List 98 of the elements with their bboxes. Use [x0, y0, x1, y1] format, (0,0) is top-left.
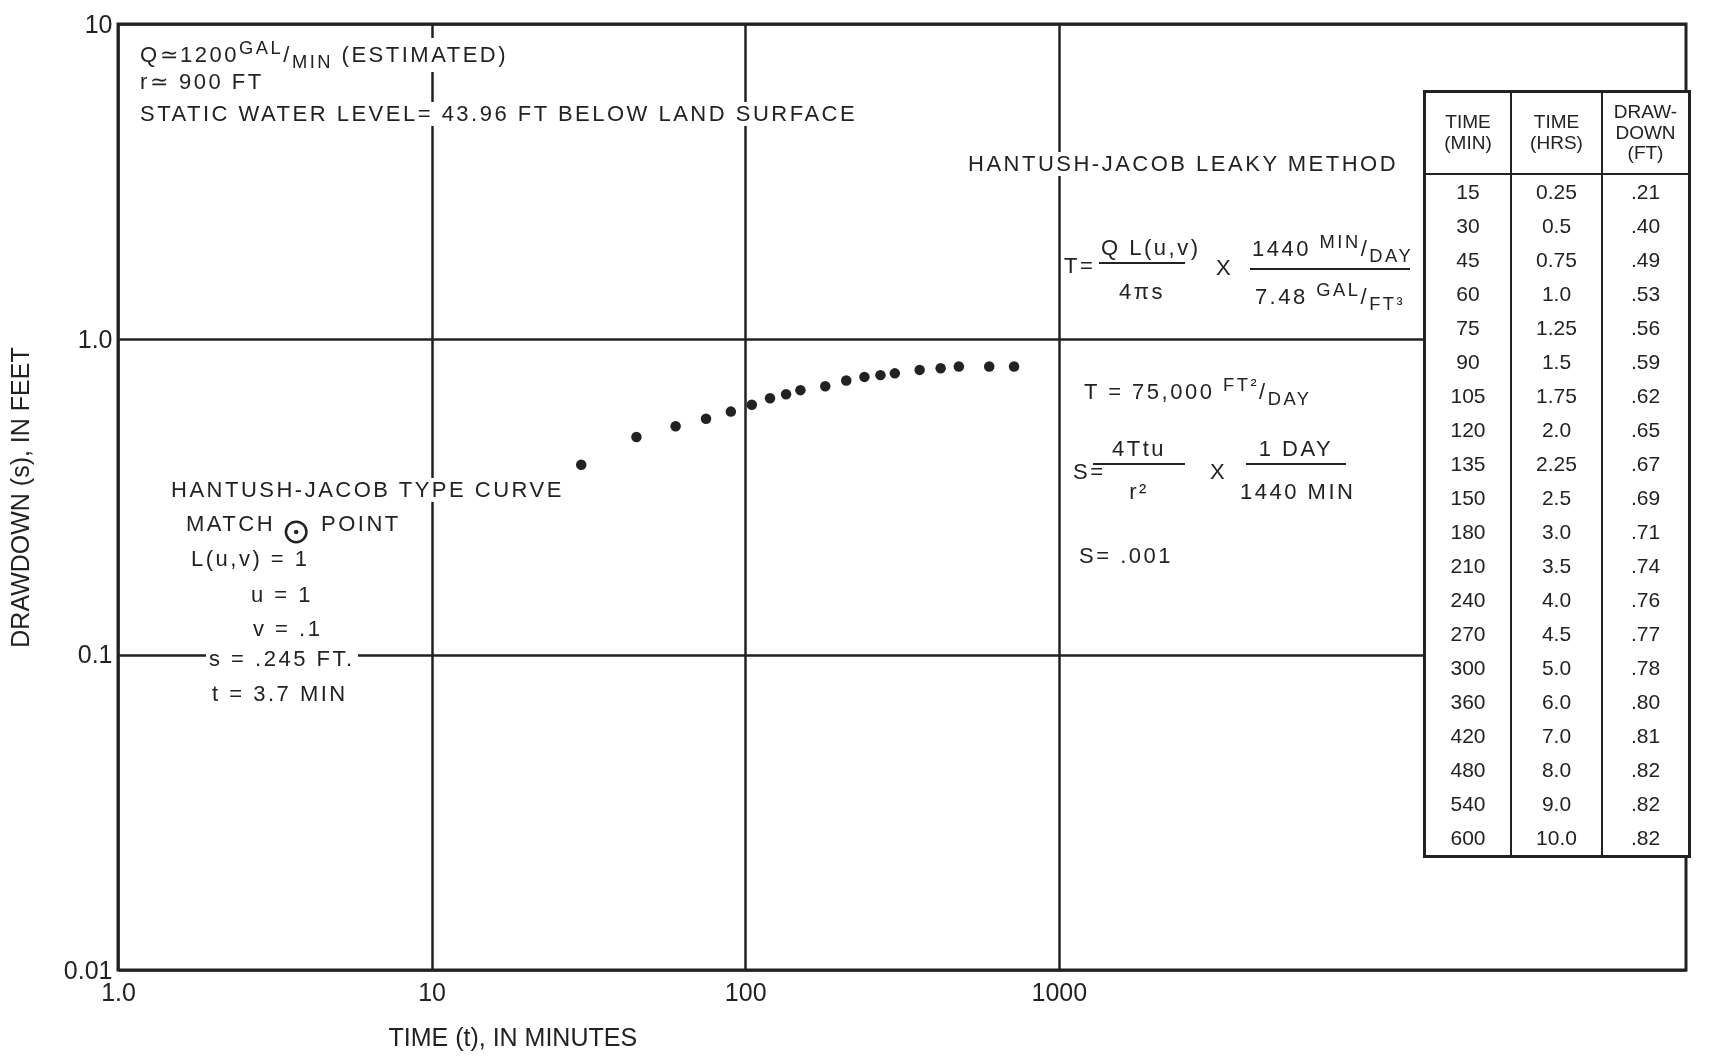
annotation: 75 — [1424, 311, 1511, 345]
annotation: 0.5 — [1511, 209, 1602, 243]
annotation: 0.25 — [1511, 174, 1602, 209]
annotation: 1.0 — [1511, 277, 1602, 311]
annotation: .40 — [1602, 209, 1690, 243]
annotation: 2.0 — [1511, 413, 1602, 447]
annotation: .69 — [1602, 481, 1690, 515]
annotation: .80 — [1602, 685, 1690, 719]
annotation: 120 — [1424, 413, 1511, 447]
annotation: .81 — [1602, 719, 1690, 753]
annotation: Q≃1200$^{GAL}$/$_{MIN}$ (ESTIMATED) — [140, 37, 509, 72]
annotation: u = 1 — [249, 582, 316, 608]
annotation: .49 — [1602, 243, 1690, 277]
annotation: 3.0 — [1511, 515, 1602, 549]
annotation: 1440 MIN — [1239, 479, 1356, 505]
annotation: v = .1 — [251, 616, 325, 642]
annotation: X — [1214, 255, 1236, 281]
annotation: .71 — [1602, 515, 1690, 549]
annotation: HANTUSH-JACOB LEAKY METHOD — [966, 151, 1401, 177]
annotation: 480 — [1424, 753, 1511, 787]
annotation: 2.5 — [1511, 481, 1602, 515]
annotation: 60 — [1424, 277, 1511, 311]
annotation: 360 — [1424, 685, 1511, 719]
annotation: 1.75 — [1511, 379, 1602, 413]
annotation: T = 75,000 $^{FT²}$/$_{DAY}$ — [1082, 374, 1314, 409]
annotation: TIME (HRS) — [1511, 91, 1602, 174]
annotation: HANTUSH-JACOB TYPE CURVE — [169, 477, 566, 503]
y-tick-label: 10 — [84, 9, 113, 38]
annotation: 4πs — [1118, 279, 1166, 305]
annotation: 210 — [1424, 549, 1511, 583]
annotation: S= — [1071, 459, 1108, 485]
annotation: 150 — [1424, 481, 1511, 515]
annotation: 135 — [1424, 447, 1511, 481]
annotation: 5.0 — [1511, 651, 1602, 685]
annotation: .62 — [1602, 379, 1690, 413]
annotation: 2.25 — [1511, 447, 1602, 481]
x-tick-label: 100 — [724, 977, 767, 1006]
y-axis-title: DRAWDOWN (s), IN FEET — [5, 347, 34, 648]
annotation: S= .001 — [1077, 543, 1175, 569]
annotation: .78 — [1602, 651, 1690, 685]
annotation: 600 — [1424, 821, 1511, 857]
annotation: TIME (MIN) — [1424, 91, 1511, 174]
annotation: 30 — [1424, 209, 1511, 243]
annotation: 180 — [1424, 515, 1511, 549]
annotation: 1.5 — [1511, 345, 1602, 379]
annotation: 10.0 — [1511, 821, 1602, 857]
annotation: 420 — [1424, 719, 1511, 753]
annotation: 300 — [1424, 651, 1511, 685]
x-tick-label: 10 — [418, 977, 447, 1006]
annotation: .65 — [1602, 413, 1690, 447]
annotation: 270 — [1424, 617, 1511, 651]
x-axis-title: TIME (t), IN MINUTES — [388, 1022, 638, 1051]
annotation: 7.48 $^{GAL}$/$_{FT³}$ — [1253, 279, 1407, 314]
annotation: 3.5 — [1511, 549, 1602, 583]
annotation: L(u,v) = 1 — [189, 546, 312, 572]
annotation: 1440 $^{MIN}$/$_{DAY}$ — [1251, 231, 1414, 268]
annotation: 1 DAY — [1246, 436, 1346, 466]
annotation: 1.25 — [1511, 311, 1602, 345]
annotation: 8.0 — [1511, 753, 1602, 787]
annotation: 6.0 — [1511, 685, 1602, 719]
annotation: 45 — [1424, 243, 1511, 277]
annotation: .76 — [1602, 583, 1690, 617]
annotation: MATCH — [184, 511, 278, 537]
annotation: .21 — [1602, 174, 1690, 209]
annotation: .82 — [1602, 753, 1690, 787]
x-tick-label: 1000 — [1031, 977, 1088, 1006]
annotation: Q L(u,v) — [1100, 235, 1201, 262]
annotation: .53 — [1602, 277, 1690, 311]
annotation: 15 — [1424, 174, 1511, 209]
annotation: 4.5 — [1511, 617, 1602, 651]
y-tick-label: 0.01 — [63, 955, 113, 984]
y-tick-label: 0.1 — [77, 640, 113, 669]
annotation: .82 — [1602, 821, 1690, 857]
annotation: r² — [1129, 479, 1149, 504]
annotation: t = 3.7 MIN — [210, 681, 350, 707]
annotation: .82 — [1602, 787, 1690, 821]
annotation: 0.75 — [1511, 243, 1602, 277]
annotation: .74 — [1602, 549, 1690, 583]
annotation: r≃ 900 FT — [138, 69, 266, 95]
annotation: .77 — [1602, 617, 1690, 651]
annotation: .56 — [1602, 311, 1690, 345]
annotation: 4.0 — [1511, 583, 1602, 617]
annotation: 9.0 — [1511, 787, 1602, 821]
annotation: s = .245 FT. — [206, 646, 358, 672]
annotation: T= — [1062, 253, 1098, 279]
annotation: POINT — [319, 511, 403, 537]
annotation: .59 — [1602, 345, 1690, 379]
annotation: X — [1208, 459, 1230, 485]
annotation: STATIC WATER LEVEL= 43.96 FT BELOW LAND SURFACE — [138, 101, 860, 127]
annotation: 90 — [1424, 345, 1511, 379]
annotation: 7.0 — [1511, 719, 1602, 753]
annotation: 540 — [1424, 787, 1511, 821]
y-tick-label: 1.0 — [77, 324, 113, 353]
annotation: 4Ttu — [1111, 436, 1167, 461]
annotation: .67 — [1602, 447, 1690, 481]
annotation: 240 — [1424, 583, 1511, 617]
annotation: DRAW- DOWN (FT) — [1602, 91, 1690, 174]
annotation: 105 — [1424, 379, 1511, 413]
